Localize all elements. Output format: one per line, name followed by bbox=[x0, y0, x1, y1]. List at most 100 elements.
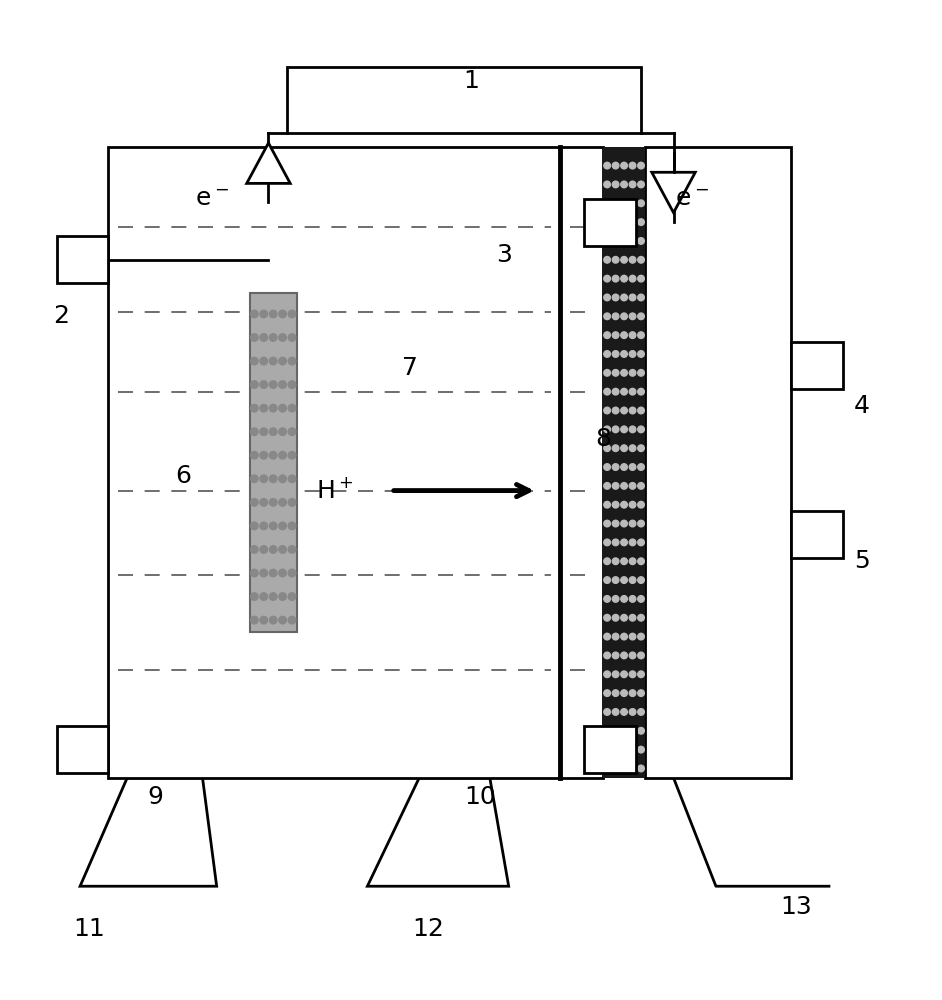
Circle shape bbox=[288, 616, 296, 624]
Circle shape bbox=[612, 746, 619, 753]
Circle shape bbox=[621, 539, 627, 546]
Circle shape bbox=[279, 616, 286, 624]
Circle shape bbox=[604, 483, 610, 489]
Text: 9: 9 bbox=[148, 785, 163, 809]
Text: 6: 6 bbox=[176, 464, 191, 488]
Circle shape bbox=[621, 426, 627, 433]
Circle shape bbox=[629, 181, 636, 188]
Circle shape bbox=[638, 596, 644, 602]
Circle shape bbox=[621, 501, 627, 508]
Circle shape bbox=[269, 522, 277, 530]
Circle shape bbox=[251, 522, 258, 530]
Circle shape bbox=[621, 388, 627, 395]
Circle shape bbox=[638, 219, 644, 225]
Circle shape bbox=[604, 426, 610, 433]
Circle shape bbox=[638, 652, 644, 659]
Circle shape bbox=[604, 238, 610, 244]
Circle shape bbox=[612, 351, 619, 357]
Circle shape bbox=[251, 546, 258, 553]
Circle shape bbox=[604, 539, 610, 546]
Circle shape bbox=[604, 388, 610, 395]
Circle shape bbox=[251, 475, 258, 483]
Circle shape bbox=[621, 633, 627, 640]
Circle shape bbox=[621, 520, 627, 527]
Circle shape bbox=[269, 428, 277, 435]
Circle shape bbox=[621, 577, 627, 583]
Circle shape bbox=[279, 593, 286, 600]
Circle shape bbox=[621, 275, 627, 282]
Circle shape bbox=[612, 577, 619, 583]
Circle shape bbox=[604, 577, 610, 583]
Circle shape bbox=[629, 520, 636, 527]
Circle shape bbox=[269, 310, 277, 318]
Circle shape bbox=[260, 310, 268, 318]
Circle shape bbox=[260, 404, 268, 412]
Circle shape bbox=[621, 765, 627, 772]
Polygon shape bbox=[80, 778, 217, 886]
Circle shape bbox=[279, 451, 286, 459]
Text: 12: 12 bbox=[413, 917, 445, 941]
Circle shape bbox=[621, 671, 627, 678]
Circle shape bbox=[621, 558, 627, 565]
Circle shape bbox=[612, 370, 619, 376]
Circle shape bbox=[612, 294, 619, 301]
Circle shape bbox=[604, 256, 610, 263]
Circle shape bbox=[279, 475, 286, 483]
Circle shape bbox=[638, 539, 644, 546]
Circle shape bbox=[638, 388, 644, 395]
Circle shape bbox=[251, 357, 258, 365]
Circle shape bbox=[279, 404, 286, 412]
Circle shape bbox=[638, 275, 644, 282]
Circle shape bbox=[251, 593, 258, 600]
Circle shape bbox=[621, 313, 627, 320]
Circle shape bbox=[621, 746, 627, 753]
Text: 10: 10 bbox=[464, 785, 496, 809]
Circle shape bbox=[604, 370, 610, 376]
Circle shape bbox=[269, 451, 277, 459]
Circle shape bbox=[279, 310, 286, 318]
Circle shape bbox=[638, 200, 644, 207]
Circle shape bbox=[629, 200, 636, 207]
Circle shape bbox=[621, 596, 627, 602]
Circle shape bbox=[621, 162, 627, 169]
Text: 7: 7 bbox=[402, 356, 417, 380]
Circle shape bbox=[279, 357, 286, 365]
Text: e$^-$: e$^-$ bbox=[675, 187, 709, 211]
Circle shape bbox=[621, 256, 627, 263]
Circle shape bbox=[638, 727, 644, 734]
Circle shape bbox=[604, 351, 610, 357]
Circle shape bbox=[288, 475, 296, 483]
Circle shape bbox=[269, 475, 277, 483]
Circle shape bbox=[638, 181, 644, 188]
Circle shape bbox=[629, 162, 636, 169]
Text: H$^+$: H$^+$ bbox=[316, 478, 353, 503]
Circle shape bbox=[621, 219, 627, 225]
Circle shape bbox=[638, 671, 644, 678]
Text: 1: 1 bbox=[463, 69, 479, 93]
Circle shape bbox=[621, 445, 627, 451]
Text: 13: 13 bbox=[780, 895, 812, 919]
Circle shape bbox=[604, 746, 610, 753]
Polygon shape bbox=[247, 143, 290, 183]
Circle shape bbox=[612, 275, 619, 282]
Bar bbox=[645, 147, 791, 778]
Circle shape bbox=[629, 445, 636, 451]
Circle shape bbox=[629, 483, 636, 489]
Circle shape bbox=[638, 162, 644, 169]
Circle shape bbox=[288, 499, 296, 506]
Circle shape bbox=[629, 275, 636, 282]
Circle shape bbox=[604, 162, 610, 169]
Circle shape bbox=[638, 426, 644, 433]
Circle shape bbox=[604, 501, 610, 508]
Text: 4: 4 bbox=[854, 394, 869, 418]
Circle shape bbox=[604, 596, 610, 602]
Circle shape bbox=[621, 709, 627, 715]
Circle shape bbox=[621, 690, 627, 696]
Circle shape bbox=[629, 501, 636, 508]
Circle shape bbox=[621, 294, 627, 301]
Circle shape bbox=[629, 294, 636, 301]
Circle shape bbox=[251, 404, 258, 412]
Circle shape bbox=[279, 499, 286, 506]
Circle shape bbox=[638, 690, 644, 696]
Circle shape bbox=[251, 569, 258, 577]
